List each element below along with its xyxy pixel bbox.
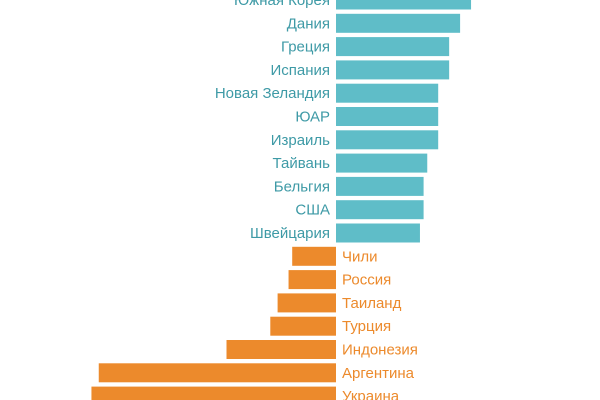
bars-group xyxy=(91,0,472,400)
bar-13 xyxy=(288,270,336,290)
bar-18 xyxy=(91,386,336,400)
category-label-15: Турция xyxy=(342,318,391,335)
category-label-1: Южная Корея xyxy=(234,0,330,9)
bar-14 xyxy=(277,293,336,313)
bar-2 xyxy=(336,13,461,33)
bar-5 xyxy=(336,83,439,103)
bar-7 xyxy=(336,130,439,150)
bar-3 xyxy=(336,37,450,57)
category-labels-group: Южная Корея Дания Греция Испания Новая Зелан… xyxy=(215,0,418,400)
bar-9 xyxy=(336,176,424,196)
bar-11 xyxy=(336,223,420,243)
category-label-7: Израиль xyxy=(271,132,330,149)
category-label-4: Испания xyxy=(270,62,330,79)
category-label-6: ЮАР xyxy=(295,109,330,126)
bar-8 xyxy=(336,153,428,173)
category-label-12: Чили xyxy=(342,248,378,265)
category-label-18: Украина xyxy=(342,388,400,400)
bar-10 xyxy=(336,200,424,220)
category-label-16: Индонезия xyxy=(342,342,418,359)
bar-16 xyxy=(226,340,336,359)
category-label-3: Греция xyxy=(281,39,330,56)
bar-12 xyxy=(292,246,336,266)
category-label-13: Россия xyxy=(342,272,391,289)
bar-15 xyxy=(270,316,336,336)
category-label-5: Новая Зеландия xyxy=(215,85,330,102)
category-label-9: Бельгия xyxy=(274,178,330,195)
bar-6 xyxy=(336,107,439,126)
category-label-17: Аргентина xyxy=(342,365,415,382)
category-label-14: Таиланд xyxy=(342,295,402,312)
category-label-11: Швейцария xyxy=(250,225,330,242)
category-label-2: Дания xyxy=(287,15,330,32)
category-label-8: Тайвань xyxy=(273,155,331,172)
bar-1 xyxy=(336,0,472,10)
bar-4 xyxy=(336,60,450,80)
category-label-10: США xyxy=(295,202,330,219)
bar-17 xyxy=(98,363,336,383)
